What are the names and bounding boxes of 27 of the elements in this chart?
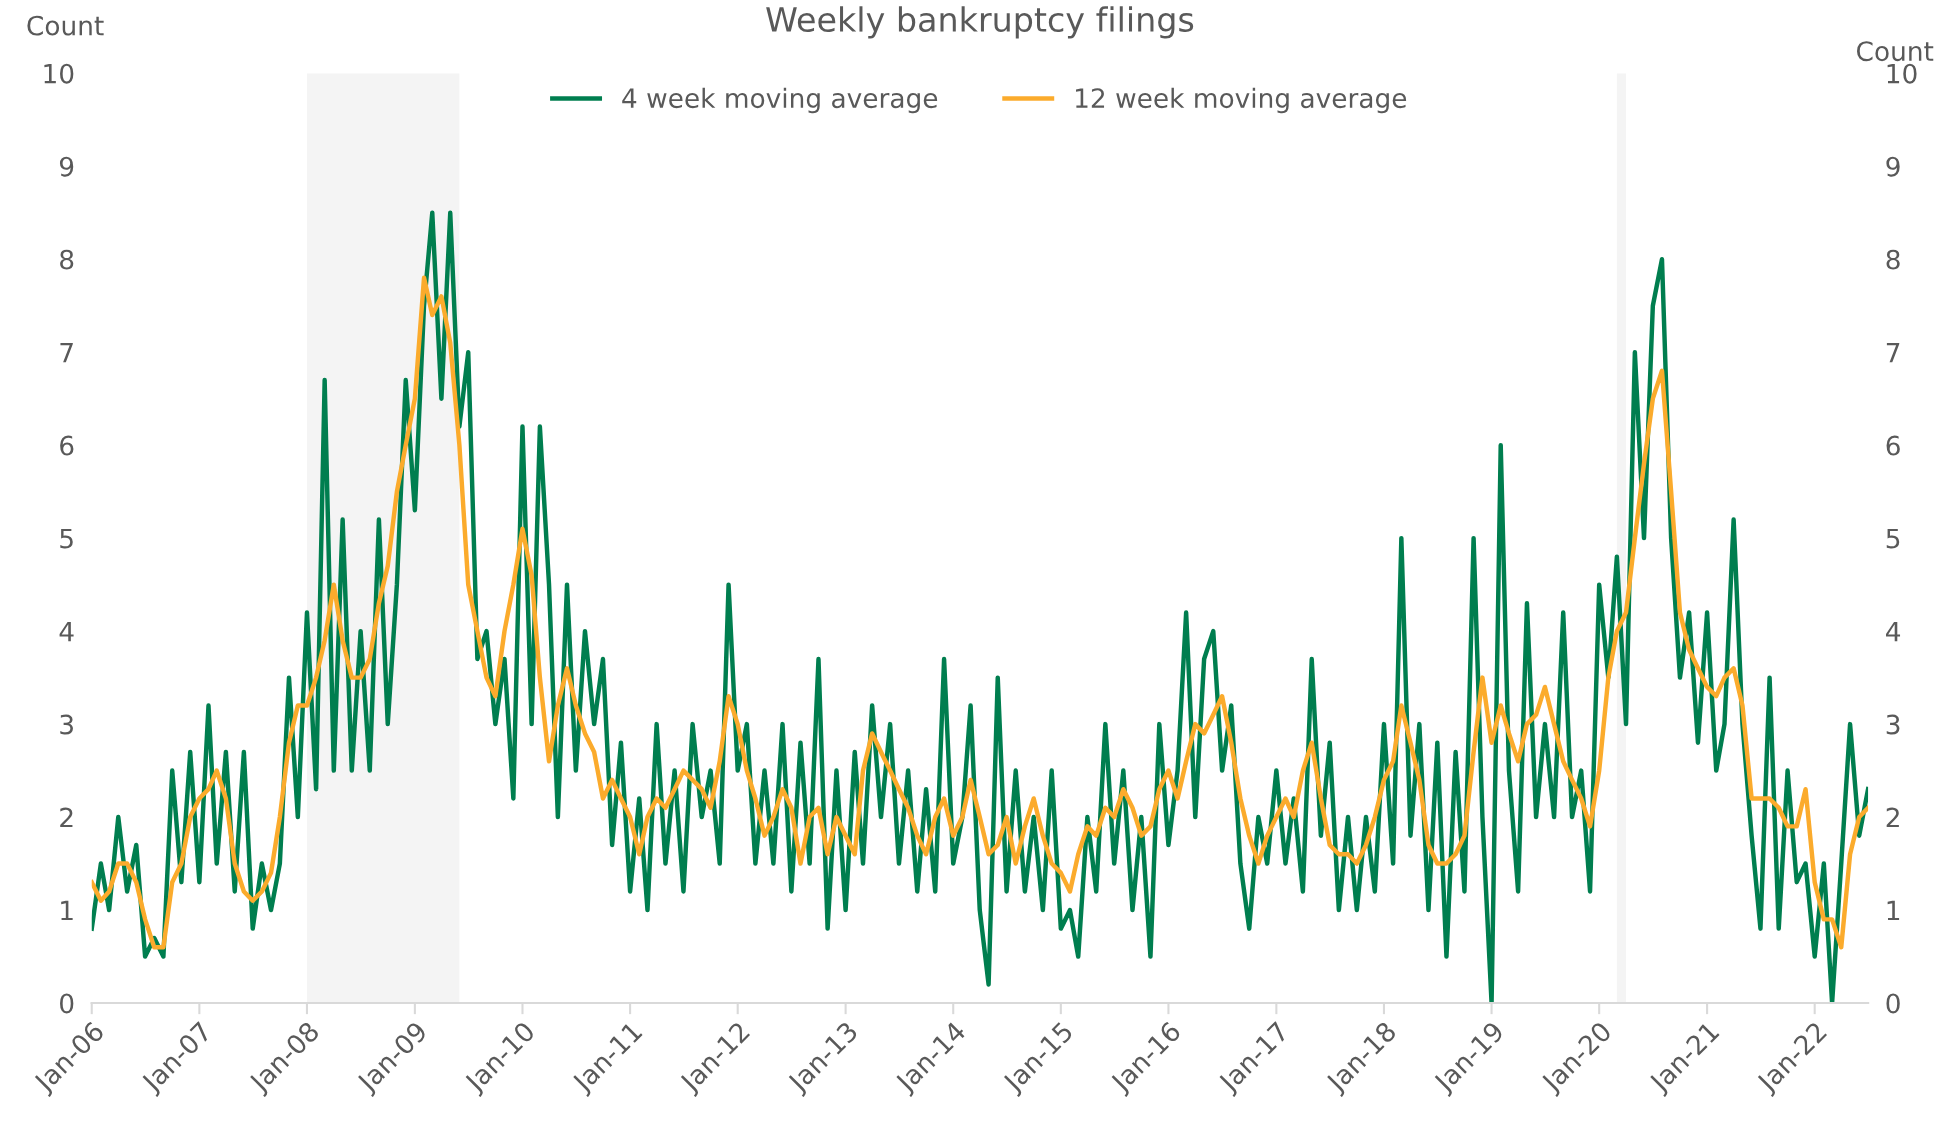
y-tick-label: 7 xyxy=(60,342,73,363)
y2-tick-label: 0 xyxy=(1886,993,1900,1014)
y-tick-label: 10 xyxy=(44,63,74,84)
y2-tick-label: 4 xyxy=(1886,621,1901,642)
y2-tick-label: 7 xyxy=(1886,342,1900,363)
y2-tick-label: 5 xyxy=(1886,528,1900,549)
y-tick-label: 1 xyxy=(61,900,73,921)
y-tick-label: 0 xyxy=(60,993,74,1014)
y-tick-label: 6 xyxy=(60,435,74,456)
y-tick-label: 3 xyxy=(60,714,73,735)
y-tick-label: 2 xyxy=(60,807,73,828)
legend-label: 4 week moving average xyxy=(622,87,938,114)
y2-tick-label: 2 xyxy=(1886,807,1899,828)
chart-title: Weekly bankruptcy filings xyxy=(766,6,1194,39)
y-tick-label: 9 xyxy=(59,156,74,177)
y2-tick-label: 8 xyxy=(1886,249,1900,270)
y-axis-title: Count xyxy=(27,15,104,36)
y2-tick-label: 1 xyxy=(1887,900,1900,921)
y2-tick-label: 3 xyxy=(1886,714,1900,735)
y2-axis-title: Count xyxy=(1857,41,1934,62)
y2-tick-label: 10 xyxy=(1887,63,1917,84)
y2-tick-label: 9 xyxy=(1886,156,1900,177)
y-tick-label: 8 xyxy=(60,249,74,270)
y-tick-label: 4 xyxy=(59,621,74,642)
y2-tick-label: 6 xyxy=(1886,435,1900,456)
legend-label: 12 week moving average xyxy=(1076,87,1407,114)
y-tick-label: 5 xyxy=(60,528,73,549)
